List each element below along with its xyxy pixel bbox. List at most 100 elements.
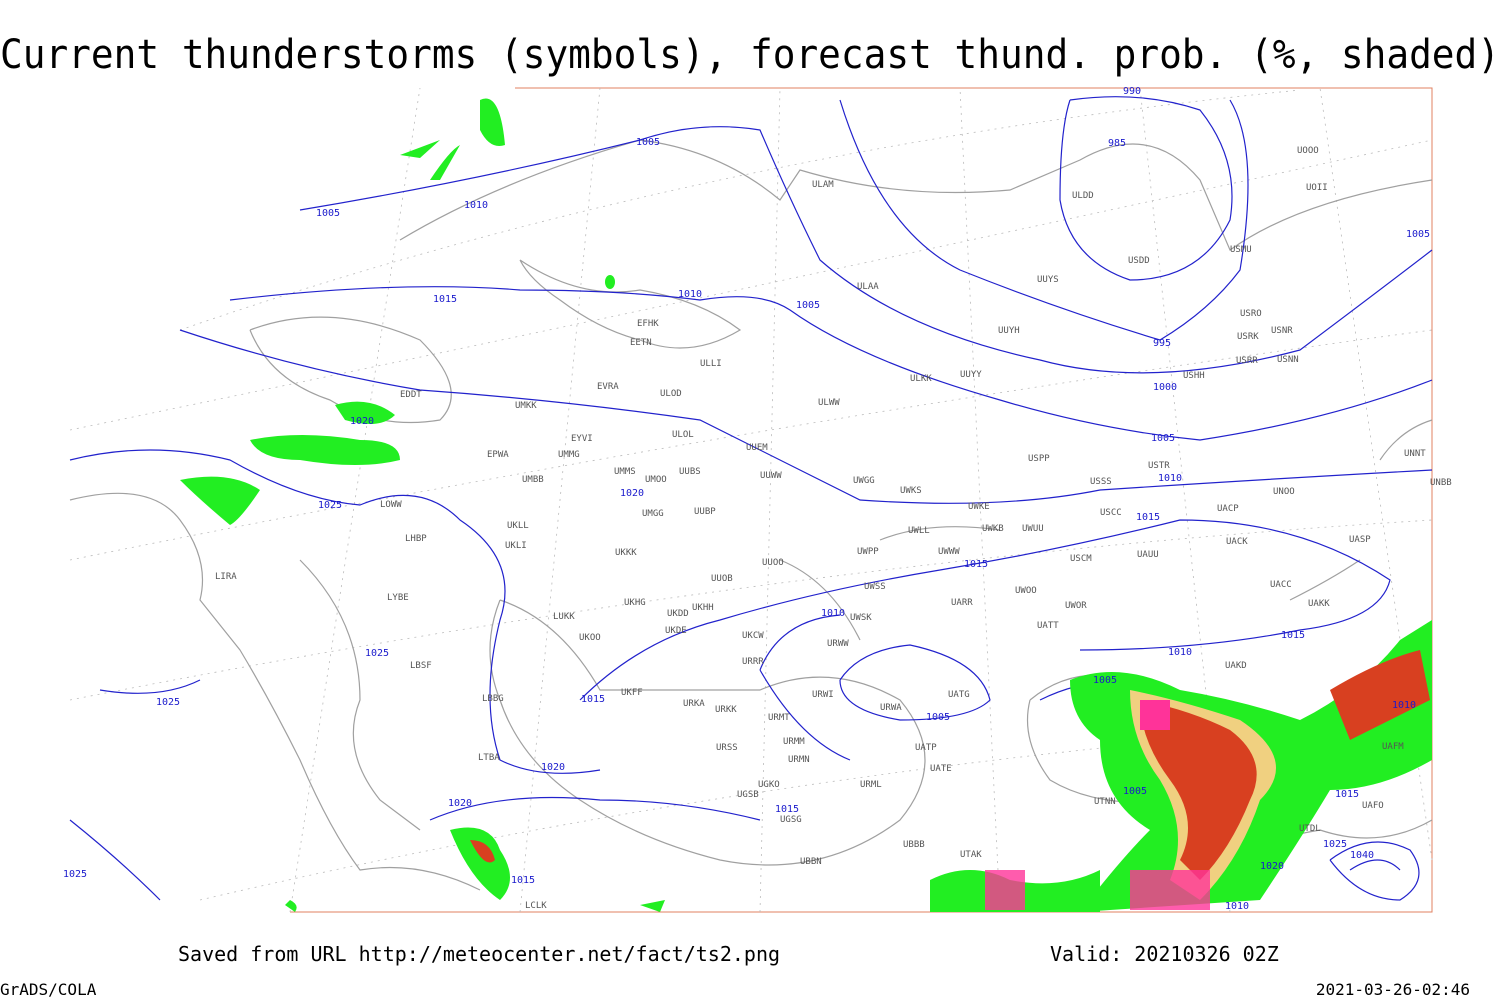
- station-label: LOWW: [380, 500, 402, 510]
- station-label: UWWW: [938, 547, 960, 557]
- station-label: UAFO: [1362, 801, 1384, 811]
- isobar-label: 1005: [1093, 675, 1117, 686]
- station-label: UWGG: [853, 476, 875, 486]
- station-label: UWKE: [968, 502, 990, 512]
- station-label: EYVI: [571, 434, 593, 444]
- station-label: USHH: [1183, 371, 1205, 381]
- station-label: UKDE: [665, 626, 687, 636]
- isobar-label: 1005: [316, 208, 340, 219]
- station-label: EFHK: [637, 319, 659, 329]
- isobar-label: 1010: [1392, 700, 1416, 711]
- isobar-label: 1005: [636, 137, 660, 148]
- station-label: UBBN: [800, 857, 822, 867]
- isobar-label: 1025: [365, 648, 389, 659]
- station-label: UKFF: [621, 688, 643, 698]
- isobar-label: 1005: [796, 300, 820, 311]
- station-label: USNR: [1271, 326, 1293, 336]
- station-label: UUOB: [711, 574, 733, 584]
- station-label: UUBS: [679, 467, 701, 477]
- station-label: UMGG: [642, 509, 664, 519]
- isobar-label: 1005: [1123, 786, 1147, 797]
- station-label: ULAM: [812, 180, 834, 190]
- station-label: URMM: [783, 737, 805, 747]
- station-label: UUWW: [760, 471, 782, 481]
- isobar-label: 1020: [350, 416, 374, 427]
- station-label: UAKD: [1225, 661, 1247, 671]
- station-label: UUYH: [998, 326, 1020, 336]
- station-label: URML: [860, 780, 882, 790]
- station-label: UGSG: [780, 815, 802, 825]
- station-label: UMMG: [558, 450, 580, 460]
- station-label: LYBE: [387, 593, 409, 603]
- title: Current thunderstorms (symbols), forecas…: [0, 32, 1500, 78]
- station-label: USRK: [1237, 332, 1259, 342]
- station-label: URWA: [880, 703, 902, 713]
- station-label: UGSB: [737, 790, 759, 800]
- station-label: USDD: [1128, 256, 1150, 266]
- station-label: UWLL: [908, 526, 930, 536]
- isobar-label: 985: [1108, 138, 1126, 149]
- station-label: URWI: [812, 690, 834, 700]
- valid-time: Valid: 20210326 02Z: [1050, 942, 1279, 966]
- station-label: LBSF: [410, 661, 432, 671]
- station-label: UACP: [1217, 504, 1239, 514]
- thunderstorm-probability: [180, 98, 1432, 912]
- station-labels: EDDT EPWA UMMG UMBB LOWW LHBP LIRA LYBE LBSF LBBG…: [215, 146, 1452, 911]
- isobar-label: 1010: [1225, 901, 1249, 912]
- frame: [290, 87, 1433, 913]
- station-label: UMBB: [522, 475, 544, 485]
- isobar-label: 1010: [821, 608, 845, 619]
- station-label: UMKK: [515, 401, 537, 411]
- graticule: [69, 87, 1433, 913]
- station-label: USRR: [1236, 356, 1258, 366]
- timestamp: 2021-03-26-02:46: [1316, 980, 1470, 999]
- isobar-label: 1015: [1136, 512, 1160, 523]
- station-label: UUEM: [746, 443, 768, 453]
- station-label: UWKS: [900, 486, 922, 496]
- station-label: URWW: [827, 639, 849, 649]
- station-label: LBBG: [482, 694, 504, 704]
- station-label: ULLI: [700, 359, 722, 369]
- isobar-label: 1020: [448, 798, 472, 809]
- isobar-label: 1015: [511, 875, 535, 886]
- station-label: USCC: [1100, 508, 1122, 518]
- isobar-label: 1010: [464, 200, 488, 211]
- station-label: UKOO: [579, 633, 601, 643]
- station-label: UUBP: [694, 507, 716, 517]
- station-label: UTNN: [1094, 797, 1116, 807]
- station-label: UWUU: [1022, 524, 1044, 534]
- station-label: UATT: [1037, 621, 1059, 631]
- station-label: EETN: [630, 338, 652, 348]
- station-label: URSS: [716, 743, 738, 753]
- isobar-label: 1015: [581, 694, 605, 705]
- isobar-label: 1020: [1260, 861, 1284, 872]
- station-label: LIRA: [215, 572, 237, 582]
- station-label: UBBB: [903, 840, 925, 850]
- isobars: [69, 96, 1433, 901]
- station-label: USPP: [1028, 454, 1050, 464]
- isobar-label: 1025: [156, 697, 180, 708]
- station-label: LCLK: [525, 901, 547, 911]
- station-label: UACC: [1270, 580, 1292, 590]
- isobar-label: 1005: [1406, 229, 1430, 240]
- station-label: UKKK: [615, 548, 637, 558]
- station-label: ULAA: [857, 282, 879, 292]
- station-label: UAFM: [1382, 742, 1404, 752]
- station-label: UKDD: [667, 609, 689, 619]
- station-label: ULWW: [818, 398, 840, 408]
- station-label: UATG: [948, 690, 970, 700]
- isobar-label: 1005: [1151, 433, 1175, 444]
- source-url: Saved from URL http://meteocenter.net/fa…: [178, 942, 780, 966]
- station-label: UMMS: [614, 467, 636, 477]
- station-label: ULKK: [910, 374, 932, 384]
- station-label: UTDL: [1299, 824, 1321, 834]
- station-label: ULOL: [672, 430, 694, 440]
- station-label: UGKO: [758, 780, 780, 790]
- station-label: UNBB: [1430, 478, 1452, 488]
- station-label: UMOO: [645, 475, 667, 485]
- station-label: UARR: [951, 598, 973, 608]
- isobar-label: 1015: [1335, 789, 1359, 800]
- station-label: USTR: [1148, 461, 1170, 471]
- station-label: URRR: [742, 657, 764, 667]
- station-label: UATE: [930, 764, 952, 774]
